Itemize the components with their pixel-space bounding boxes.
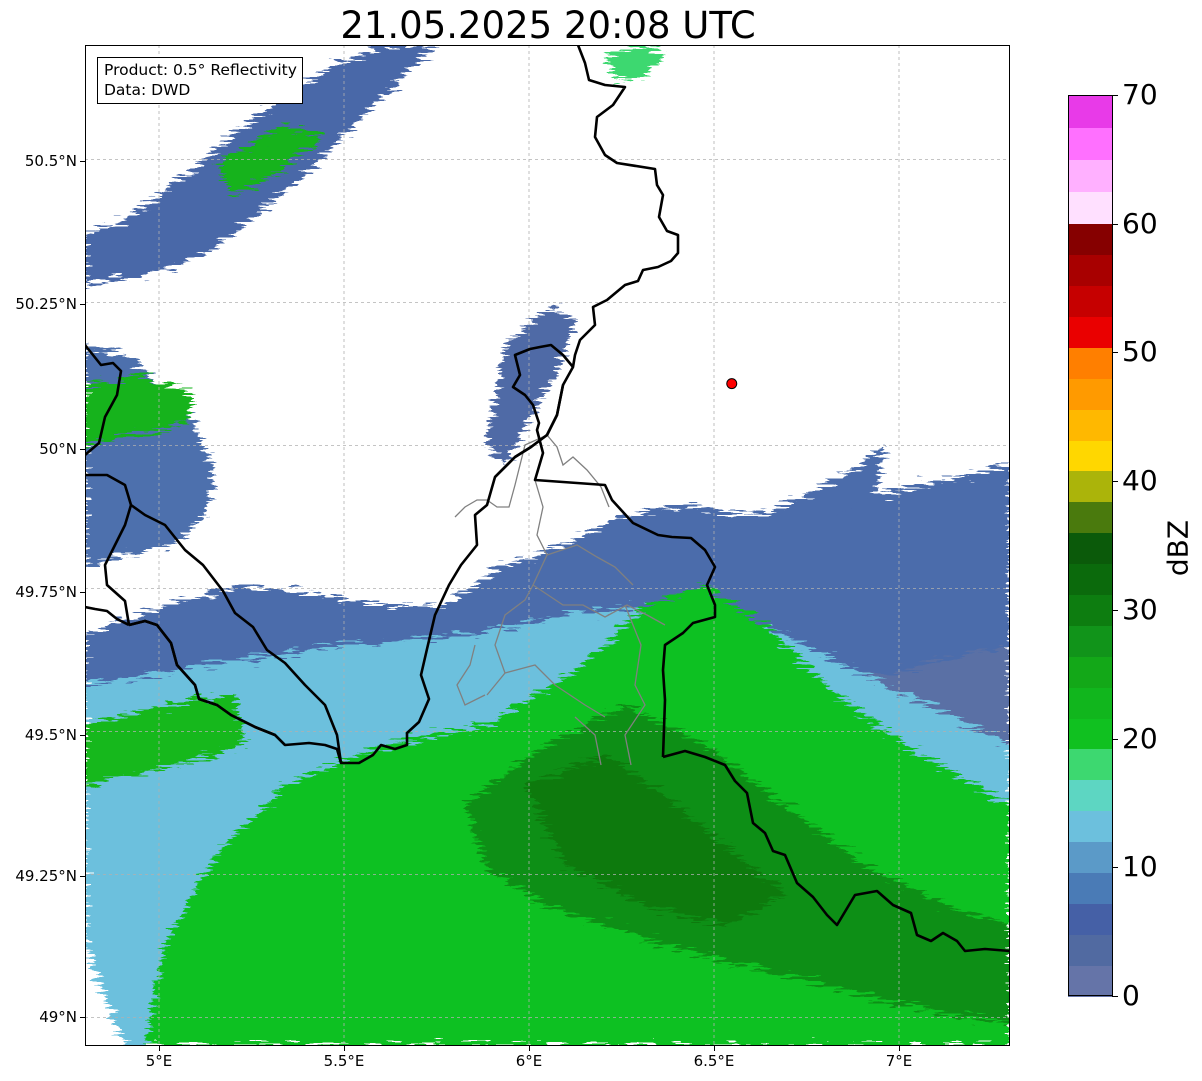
lon-label: 7°E — [885, 1052, 913, 1070]
colorbar-tick-label: 70 — [1122, 78, 1158, 111]
colorbar-segment — [1068, 965, 1113, 997]
colorbar-segment — [1068, 159, 1113, 193]
colorbar-tick — [1112, 95, 1118, 96]
echo-northwest-green — [85, 125, 325, 445]
lat-label: 49.25°N — [15, 867, 77, 885]
colorbar-segment — [1068, 285, 1113, 317]
lat-label: 49.5°N — [24, 726, 77, 744]
colorbar-tick — [1112, 609, 1118, 611]
colorbar-segment — [1068, 501, 1113, 534]
colorbar-segment — [1068, 127, 1113, 160]
echo-top-cell — [605, 45, 665, 80]
reflectivity-echoes — [85, 45, 1010, 1046]
lat-label: 50.25°N — [15, 295, 77, 313]
colorbar-tick — [1112, 738, 1118, 740]
lon-tick — [529, 1046, 530, 1051]
colorbar-segment — [1068, 191, 1113, 225]
lon-label: 6.5°E — [693, 1052, 735, 1070]
lon-tick — [899, 1046, 900, 1051]
colorbar-segment — [1068, 563, 1113, 595]
colorbar — [1068, 95, 1113, 997]
border-west-b — [103, 504, 133, 626]
colorbar-segment — [1068, 841, 1113, 874]
graticule — [85, 45, 1010, 1046]
colorbar-segment — [1068, 717, 1113, 750]
colorbar-tick — [1112, 223, 1118, 225]
border-west — [85, 605, 130, 627]
lat-tick — [80, 449, 85, 450]
colorbar-segment — [1068, 95, 1113, 128]
colorbar-segment — [1068, 223, 1113, 256]
lat-tick — [80, 876, 85, 877]
colorbar-segment — [1068, 316, 1113, 348]
radar-map-canvas — [85, 45, 1010, 1046]
lon-tick — [714, 1046, 715, 1051]
border-france-germany — [662, 749, 1010, 953]
border-lorraine — [85, 473, 343, 764]
product-label: Product: 0.5° Reflectivity — [104, 61, 297, 79]
colorbar-unit: dBZ — [1161, 519, 1195, 577]
lat-tick — [80, 592, 85, 593]
border-belgium-france-south — [128, 619, 286, 746]
lat-tick — [80, 161, 85, 162]
lon-label: 5.5°E — [323, 1052, 365, 1070]
lon-label: 6°E — [515, 1052, 543, 1070]
lon-label: 5°E — [145, 1052, 173, 1070]
echo-band-north-center — [485, 305, 575, 465]
lat-label: 49.75°N — [15, 583, 77, 601]
colorbar-segment — [1068, 625, 1113, 657]
colorbar-segment — [1068, 378, 1113, 410]
echo-core-darker — [525, 755, 785, 925]
lat-label: 49°N — [39, 1008, 77, 1026]
info-box: Product: 0.5° Reflectivity Data: DWD — [97, 57, 303, 104]
colorbar-tick — [1112, 481, 1118, 483]
colorbar-segment — [1068, 470, 1113, 503]
border-corner-northwest — [85, 344, 123, 456]
lat-tick — [80, 304, 85, 305]
colorbar-tick-label: 10 — [1122, 850, 1158, 884]
map-title: 21.05.2025 20:08 UTC — [340, 4, 756, 47]
colorbar-segment — [1068, 872, 1113, 904]
colorbar-segment — [1068, 594, 1113, 626]
border-france-luxembourg — [494, 384, 565, 478]
lon-tick — [344, 1046, 345, 1051]
colorbar-segment — [1068, 439, 1113, 472]
echo-cells-northeast — [785, 445, 1010, 555]
colorbar-tick — [1112, 867, 1118, 869]
colorbar-segment — [1068, 656, 1113, 688]
lat-tick — [80, 735, 85, 736]
colorbar-segment — [1068, 779, 1113, 812]
radar-station-marker[interactable] — [726, 378, 738, 390]
colorbar-segment — [1068, 532, 1113, 565]
border-germany-west — [511, 45, 717, 758]
colorbar-tick-label: 20 — [1122, 721, 1158, 755]
lat-label: 50.5°N — [24, 152, 77, 170]
lat-tick — [80, 1017, 85, 1018]
colorbar-segment — [1068, 254, 1113, 287]
data-source-label: Data: DWD — [104, 81, 191, 99]
colorbar-segment — [1068, 409, 1113, 441]
colorbar-segment — [1068, 748, 1113, 781]
colorbar-segment — [1068, 810, 1113, 843]
colorbar-tick-label: 40 — [1122, 464, 1158, 498]
colorbar-segment — [1068, 903, 1113, 935]
country-borders — [85, 45, 1010, 953]
colorbar-segment — [1068, 687, 1113, 719]
colorbar-tick-label: 30 — [1122, 592, 1158, 626]
colorbar-tick — [1112, 352, 1118, 354]
colorbar-segment — [1068, 347, 1113, 379]
colorbar-tick-label: 50 — [1122, 335, 1158, 369]
echo-core-west — [85, 695, 245, 785]
colorbar-tick — [1112, 996, 1118, 997]
radar-map[interactable] — [85, 45, 1010, 1046]
lon-tick — [159, 1046, 160, 1051]
lat-label: 50°N — [39, 440, 77, 458]
colorbar-segment — [1068, 934, 1113, 966]
colorbar-tick-label: 0 — [1122, 979, 1140, 1012]
colorbar-tick-label: 60 — [1122, 206, 1158, 240]
